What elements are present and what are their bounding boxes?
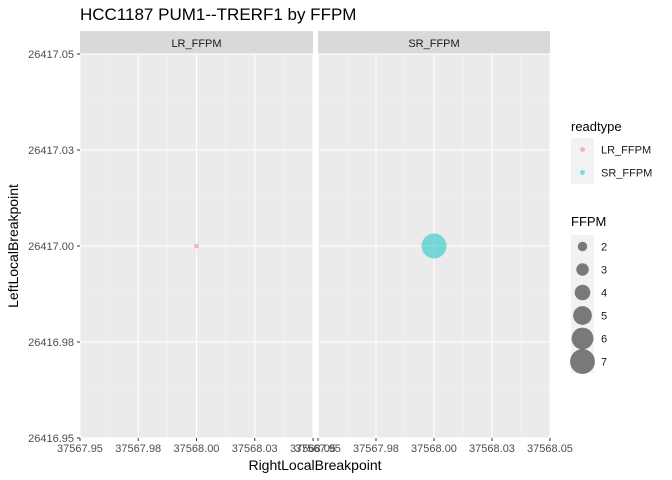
x-axis-title: RightLocalBreakpoint: [248, 457, 381, 473]
y-axis: 26416.95 26416.98 26417.00 26417.03 26417.05: [28, 49, 80, 445]
legend-size-key: [571, 327, 594, 350]
legend-label: 3: [601, 265, 607, 277]
y-axis-title: LeftLocalBreakpoint: [5, 184, 21, 308]
y-tick-label: 26416.98: [28, 337, 74, 349]
legend-label: LR_FFPM: [601, 145, 651, 157]
x-tick-label: 37568.03: [469, 443, 515, 455]
facet-lr-ffpm: LR_FFPM: [79, 31, 314, 439]
x-tick-label: 37567.98: [115, 443, 161, 455]
data-point-lr: [194, 243, 199, 249]
facet-label-sr-ffpm: SR_FFPM: [408, 38, 459, 50]
x-tick-label: 37567.98: [353, 443, 399, 455]
legend-size-key: [570, 349, 595, 374]
legend-color-title: readtype: [571, 119, 622, 134]
legend-label: 2: [601, 242, 607, 254]
legend-label: 7: [601, 357, 607, 369]
legend-size-key: [573, 306, 592, 325]
legend-key-sr-ffpm: [580, 170, 585, 175]
x-tick-label: 37568.05: [290, 443, 336, 455]
x-tick-label: 37567.95: [295, 443, 341, 455]
grid-lr: [79, 53, 314, 439]
x-axis-sr: 37567.95 37567.98 37568.00 37568.03 37568.05: [295, 438, 573, 455]
legend-color-keys: LR_FFPM SR_FFPM: [571, 138, 652, 184]
legend-size-key: [576, 263, 589, 276]
data-point-sr: [421, 233, 447, 259]
legend-size-keys: 2 3 4 5 6 7: [570, 235, 607, 374]
x-tick-label: 37567.95: [57, 443, 103, 455]
legend-size: FFPM 2 3 4 5 6 7: [570, 214, 607, 374]
legend-label: 4: [601, 288, 607, 300]
y-tick-label: 26417.05: [28, 49, 74, 61]
legend-key-lr-ffpm: [580, 147, 585, 152]
x-tick-label: 37568.05: [527, 443, 573, 455]
legend-size-title: FFPM: [571, 214, 606, 229]
x-tick-label: 37568.03: [232, 443, 278, 455]
facet-label-lr-ffpm: LR_FFPM: [171, 38, 221, 50]
x-tick-label: 37568.00: [174, 443, 220, 455]
legend-label: SR_FFPM: [601, 168, 652, 180]
points-lr: [194, 243, 199, 249]
legend-label: 5: [601, 311, 607, 323]
x-tick-label: 37568.00: [411, 443, 457, 455]
legend-label: 6: [601, 334, 607, 346]
legend-size-key: [574, 284, 591, 301]
facet-strip-lr-ffpm: [80, 31, 313, 54]
x-axis-lr: 37567.95 37567.98 37568.00 37568.03 37568.05: [57, 438, 336, 455]
legend-size-key: [577, 241, 588, 252]
y-tick-label: 26417.03: [28, 145, 74, 157]
y-tick-label: 26416.95: [28, 433, 74, 445]
chart-title: HCC1187 PUM1--TRERF1 by FFPM: [80, 5, 356, 24]
legend-color: readtype LR_FFPM SR_FFPM: [571, 119, 652, 184]
facet-sr-ffpm: SR_FFPM: [317, 31, 551, 439]
facet-strip-sr-ffpm: [318, 31, 550, 54]
points-sr: [421, 233, 447, 259]
y-tick-label: 26417.00: [28, 241, 74, 253]
